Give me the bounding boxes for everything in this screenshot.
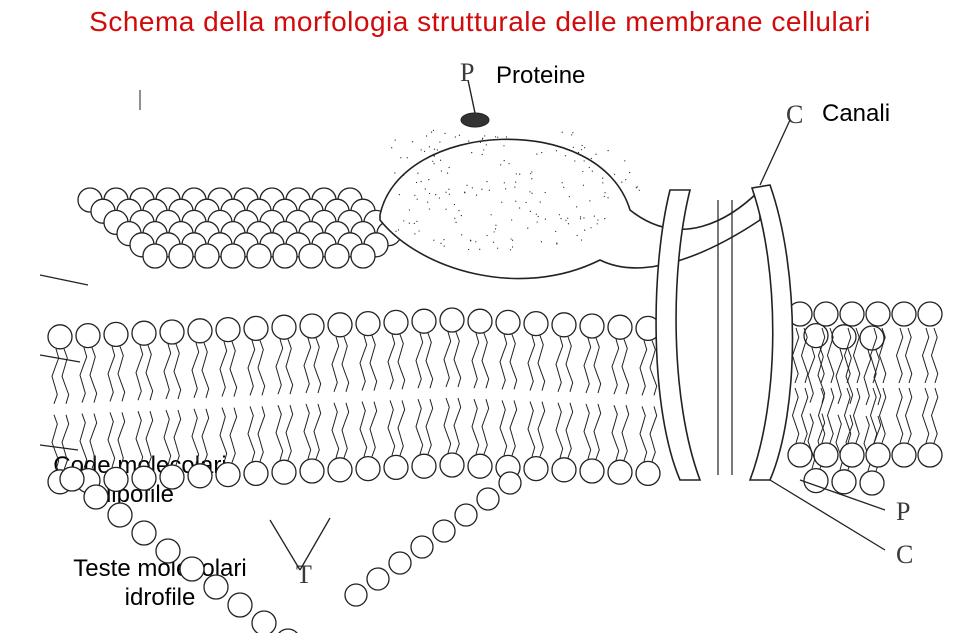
- membrane-diagram: [0, 50, 960, 633]
- page-title: Schema della morfologia strutturale dell…: [0, 6, 960, 38]
